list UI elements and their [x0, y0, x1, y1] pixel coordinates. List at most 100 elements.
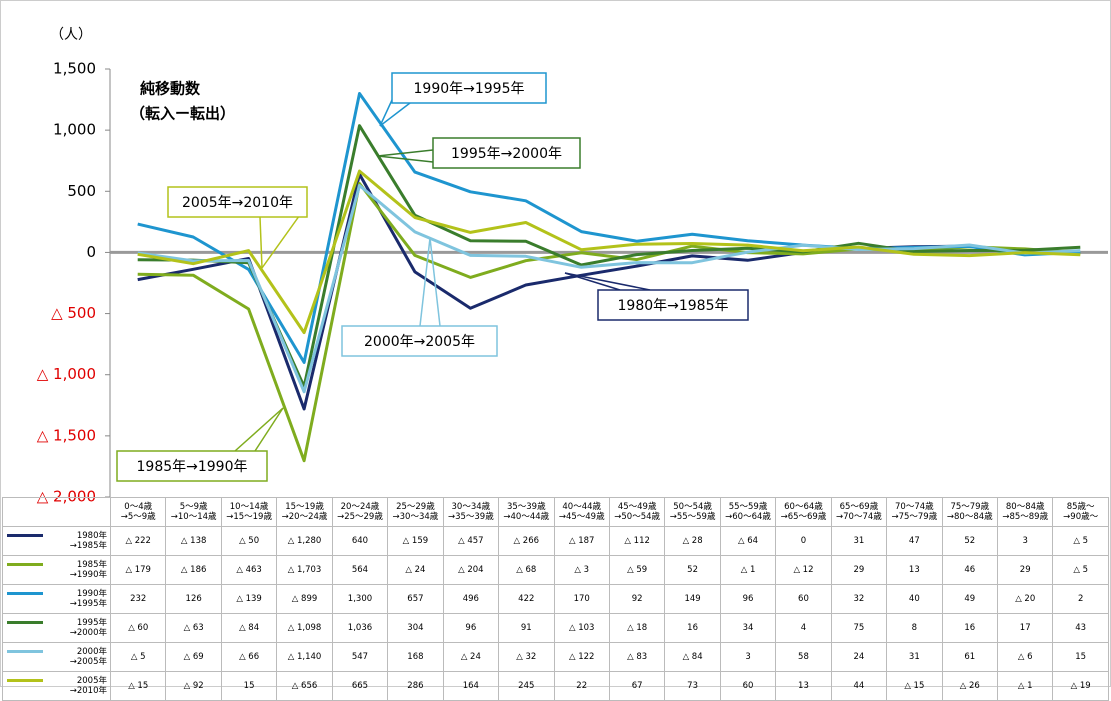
data-label: △ 122 — [553, 642, 610, 672]
data-label: 91 — [498, 613, 555, 643]
callout-leader — [254, 407, 284, 452]
data-label: 640 — [331, 526, 389, 556]
data-table: 0～4歳 →5～9歳 5～9歳 →10～14歳 10～14歳 →15～19歳 15～1… — [2, 497, 1109, 701]
data-label: △ 68 — [498, 555, 555, 585]
callout-leader — [377, 155, 434, 163]
legend-label: 1995年 →2000年 — [69, 618, 107, 638]
data-label: 73 — [664, 671, 721, 701]
data-label: △ 83 — [608, 642, 666, 672]
data-label: 3 — [996, 526, 1054, 556]
data-label: 286 — [387, 671, 444, 701]
callout-label: 2000年→2005年 — [364, 334, 475, 350]
data-label: △ 92 — [165, 671, 222, 701]
x-tick-label: 65～69歳 →70～74歳 — [830, 497, 888, 527]
data-label: 22 — [553, 671, 610, 701]
y-tick-label: 500 — [67, 182, 96, 200]
data-label: △ 24 — [387, 555, 444, 585]
chart-subtitle: （転入ー転出） — [130, 105, 235, 123]
data-label: △ 179 — [109, 555, 167, 585]
data-label: △ 139 — [220, 584, 278, 614]
x-tick-label: 50～54歳 →55～59歳 — [664, 497, 721, 527]
data-label: △ 266 — [498, 526, 555, 556]
callout-leader — [377, 149, 434, 157]
data-label: 0 — [775, 526, 832, 556]
data-label: △ 138 — [165, 526, 222, 556]
data-label: △ 60 — [109, 613, 167, 643]
data-label: △ 112 — [608, 526, 666, 556]
legend-cell: 1980年 →1985年 — [2, 526, 111, 556]
data-label: 24 — [830, 642, 888, 672]
data-label: 16 — [664, 613, 721, 643]
corner-cell — [2, 497, 111, 527]
data-row: 1985年 →1990年 △ 179 △ 186 △ 463 △ 1,703 564 △ 2… — [2, 555, 1109, 585]
data-label: 126 — [165, 584, 222, 614]
data-label: △ 84 — [220, 613, 278, 643]
callout-box — [341, 325, 498, 357]
data-label: 3 — [719, 642, 777, 672]
data-label: 304 — [387, 613, 444, 643]
data-label: 496 — [442, 584, 500, 614]
y-unit: （人） — [50, 27, 92, 43]
data-label: 32 — [830, 584, 888, 614]
data-label: △ 24 — [442, 642, 500, 672]
data-label: 44 — [830, 671, 888, 701]
data-label: △ 59 — [608, 555, 666, 585]
data-label: △ 15 — [886, 671, 943, 701]
x-tick-label: 45～49歳 →50～54歳 — [608, 497, 666, 527]
x-tick-label: 55～59歳 →60～64歳 — [719, 497, 777, 527]
legend-swatch — [7, 592, 43, 595]
data-label: △ 656 — [276, 671, 333, 701]
x-tick-label: 25～29歳 →30～34歳 — [387, 497, 444, 527]
callout-box — [391, 72, 547, 104]
data-row: 1990年 →1995年 232 126 △ 139 △ 899 1,300 657 496 4… — [2, 584, 1109, 614]
x-tick-label: 30～34歳 →35～39歳 — [442, 497, 500, 527]
x-tick-label: 60～64歳 →65～69歳 — [775, 497, 832, 527]
x-tick-label: 70～74歳 →75～79歳 — [886, 497, 943, 527]
x-tick-label: 5～9歳 →10～14歳 — [165, 497, 222, 527]
data-label: 15 — [1052, 642, 1109, 672]
data-label: 422 — [498, 584, 555, 614]
y-tick-label: 0 — [86, 243, 96, 261]
data-label: △ 26 — [941, 671, 999, 701]
data-label: △ 50 — [220, 526, 278, 556]
data-label: 13 — [886, 555, 943, 585]
legend-cell: 1990年 →1995年 — [2, 584, 111, 614]
data-label: △ 463 — [220, 555, 278, 585]
callout-box — [116, 450, 268, 482]
data-label: △ 6 — [996, 642, 1054, 672]
data-label: 4 — [775, 613, 832, 643]
legend-cell: 2000年 →2005年 — [2, 642, 111, 672]
data-row: 1980年 →1985年 △ 222 △ 138 △ 50 △ 1,280 640 △ 15… — [2, 526, 1109, 556]
series-line — [137, 124, 1081, 389]
data-label: 47 — [886, 526, 943, 556]
data-label: △ 1,098 — [276, 613, 333, 643]
data-label: 60 — [719, 671, 777, 701]
data-label: 92 — [608, 584, 666, 614]
data-label: △ 5 — [1052, 555, 1109, 585]
data-label: △ 66 — [220, 642, 278, 672]
x-tick-label: 80～84歳 →85～89歳 — [996, 497, 1054, 527]
data-label: △ 5 — [109, 642, 167, 672]
callout-box — [167, 186, 308, 218]
data-label: △ 159 — [387, 526, 444, 556]
data-label: 96 — [719, 584, 777, 614]
legend-label: 1980年 →1985年 — [69, 531, 107, 551]
callout-label: 1985年→1990年 — [137, 459, 248, 475]
data-label: △ 20 — [996, 584, 1054, 614]
data-label: 52 — [941, 526, 999, 556]
data-label: 8 — [886, 613, 943, 643]
x-tick-label: 10～14歳 →15～19歳 — [220, 497, 278, 527]
data-label: 164 — [442, 671, 500, 701]
data-label: 149 — [664, 584, 721, 614]
data-label: △ 103 — [553, 613, 610, 643]
legend-swatch — [7, 650, 43, 653]
legend-swatch — [7, 563, 43, 566]
data-label: 547 — [331, 642, 389, 672]
y-tick-label: △ 1,000 — [37, 365, 96, 383]
data-label: △ 204 — [442, 555, 500, 585]
data-label: 29 — [996, 555, 1054, 585]
data-label: △ 187 — [553, 526, 610, 556]
data-label: △ 1,140 — [276, 642, 333, 672]
data-label: △ 899 — [276, 584, 333, 614]
y-tick-label: 1,000 — [53, 121, 96, 139]
